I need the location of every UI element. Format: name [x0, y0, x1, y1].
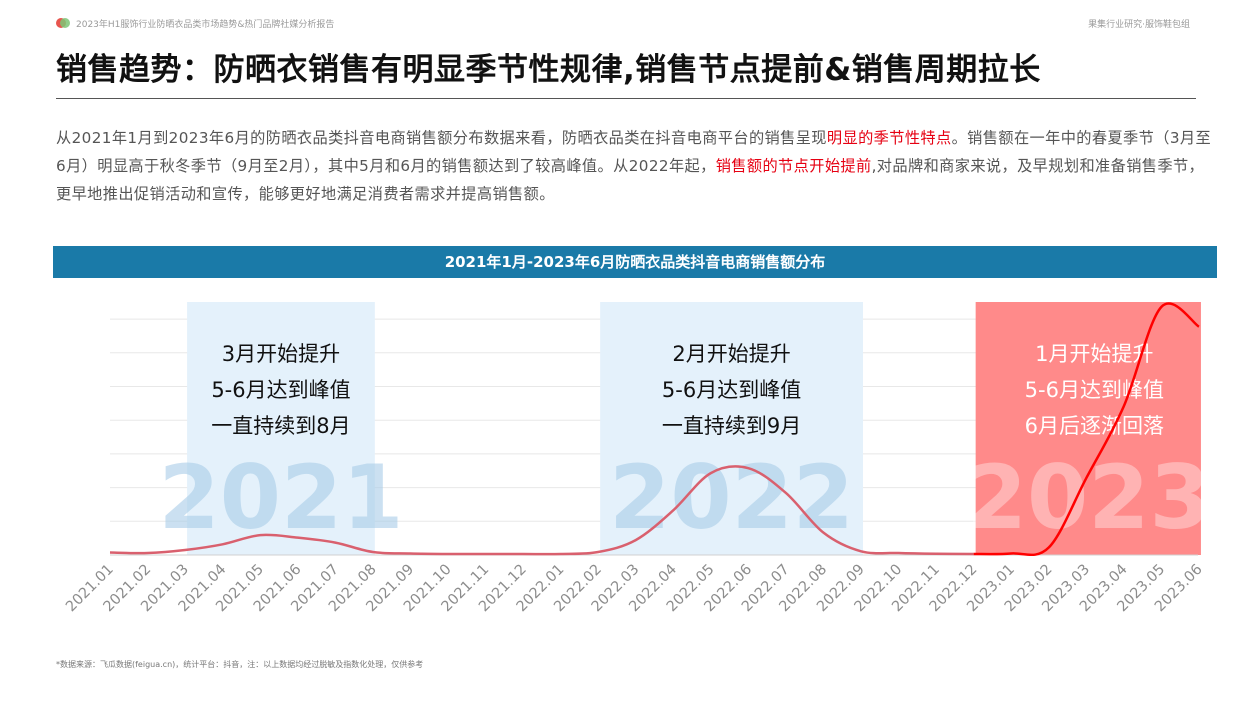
annotation-text: 5-6月达到峰值	[662, 378, 801, 402]
title-divider	[56, 98, 1196, 99]
highlight-band	[975, 302, 1201, 555]
series-line-2021-2022	[109, 465, 974, 556]
intro-highlight-2: 销售额的节点开始提前	[715, 157, 872, 175]
brand-label: 果集行业研究·服饰鞋包组	[1088, 20, 1190, 30]
intro-highlight-1: 明显的季节性特点	[826, 129, 952, 147]
intro-text-1: 从2021年1月到2023年6月的防晒衣品类抖音电商销售额分布数据来看，防晒衣品…	[56, 129, 827, 147]
year-watermark: 2023	[966, 446, 1211, 549]
annotation-text: 3月开始提升	[222, 342, 340, 366]
footnote: *数据来源：飞瓜数据(feigua.cn)，统计平台：抖音，注：以上数据均经过脱…	[56, 660, 424, 669]
series-line-2023	[973, 302, 1200, 557]
annotation-text: 一直持续到8月	[211, 414, 350, 438]
logo-icon	[56, 18, 70, 28]
highlight-band	[187, 302, 375, 555]
annotation-text: 5-6月达到峰值	[211, 378, 350, 402]
year-watermark: 2021	[159, 446, 404, 549]
intro-text-3: ,对品牌和商家来说，及早规划和准备销售季节，更早地推出促销活动和宣传，能够更好地…	[56, 157, 1205, 203]
intro-paragraph: 从2021年1月到2023年6月的防晒衣品类抖音电商销售额分布数据来看，防晒衣品…	[56, 124, 1212, 208]
annotation-text: 6月后逐渐回落	[1025, 414, 1164, 438]
intro-text-2: 。销售额在一年中的春夏季节（3月至6月）明显高于秋冬季节（9月至2月），其中5月…	[56, 129, 1212, 175]
report-title: 2023年H1服饰行业防晒衣品类市场趋势&热门品牌社媒分析报告	[76, 20, 335, 30]
page-title: 销售趋势：防晒衣销售有明显季节性规律,销售节点提前&销售周期拉长	[56, 52, 1041, 88]
chart-title: 2021年1月-2023年6月防晒衣品类抖音电商销售额分布	[53, 246, 1217, 278]
annotation-text: 1月开始提升	[1035, 342, 1153, 366]
annotation-text: 5-6月达到峰值	[1025, 378, 1164, 402]
annotation-text: 一直持续到9月	[662, 414, 801, 438]
annotation-text: 2月开始提升	[672, 342, 790, 366]
highlight-band	[600, 302, 863, 555]
top-bar: 2023年H1服饰行业防晒衣品类市场趋势&热门品牌社媒分析报告 果集行业研究·服…	[56, 14, 1190, 34]
